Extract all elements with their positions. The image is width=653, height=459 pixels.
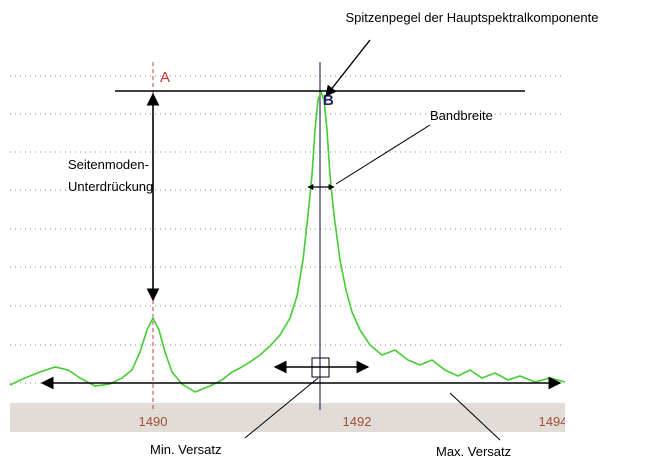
spectrum-curve <box>9 89 566 393</box>
tick-label: 1490 <box>139 414 168 429</box>
peak-label: Spitzenpegel der Hauptspektralkomponente <box>346 10 599 25</box>
axis-band <box>10 403 565 432</box>
peak-arrow <box>325 39 371 97</box>
offset-box <box>311 357 330 378</box>
tick-label: 1494 <box>539 414 568 429</box>
smsr-label: Seitenmoden- <box>68 157 149 172</box>
min-offset-leader <box>244 377 319 439</box>
plot-area <box>10 62 565 403</box>
max-offset-leader <box>449 392 501 441</box>
marker-b-label: B <box>323 92 334 109</box>
marker-a-label: A <box>160 69 170 86</box>
smsr-label: Unterdrückung <box>68 179 153 194</box>
max-offset-label: Max. Versatz <box>436 444 511 459</box>
tick-label: 1492 <box>343 414 372 429</box>
bandwidth-label: Bandbreite <box>430 108 493 123</box>
min-offset-label: Min. Versatz <box>150 442 222 457</box>
bandwidth-leader <box>335 124 431 185</box>
